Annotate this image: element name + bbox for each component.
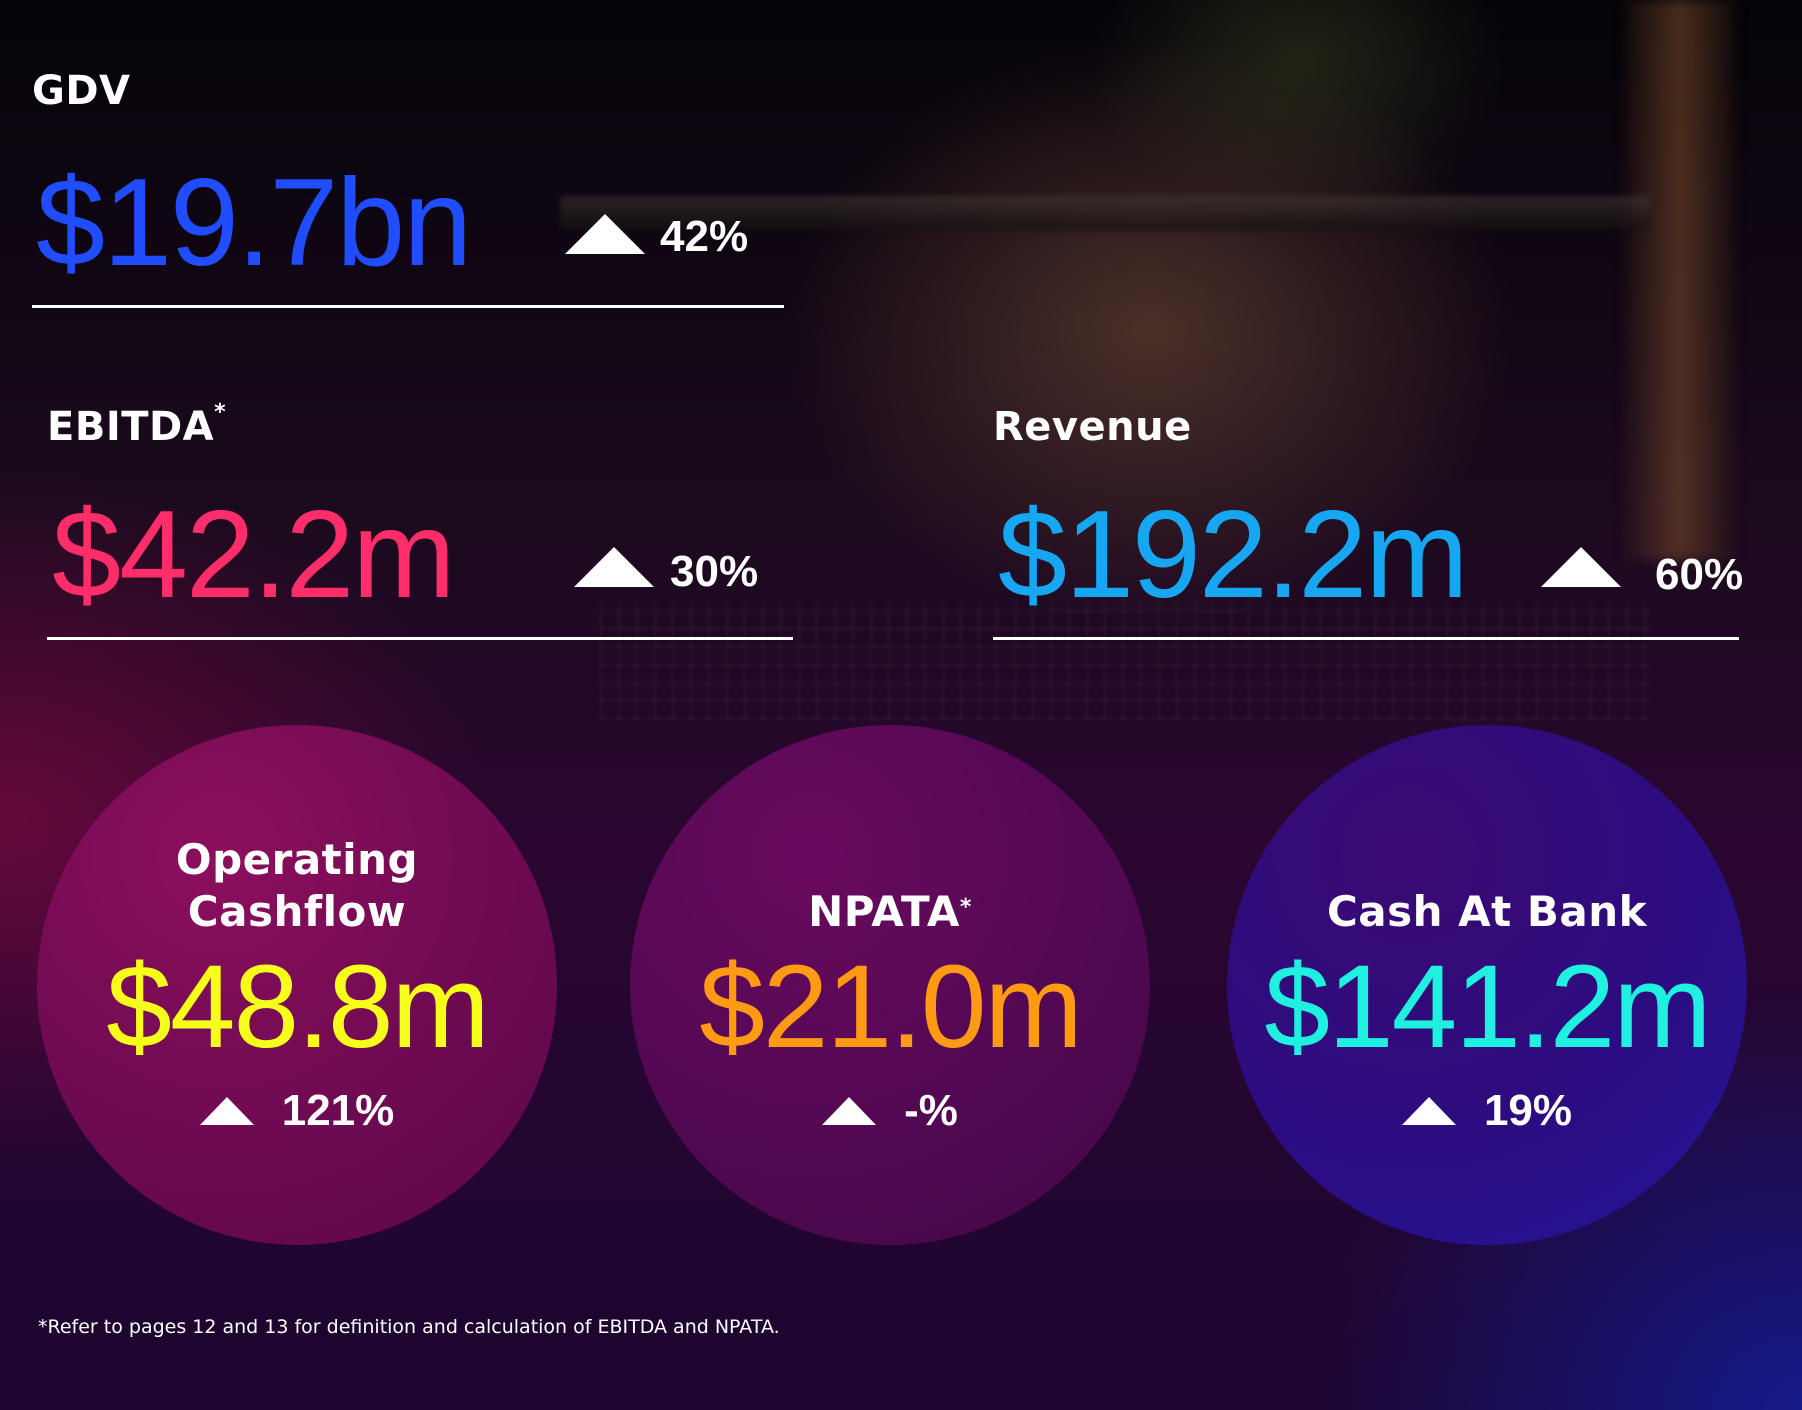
cash-at-bank-value: $141.2m <box>1264 941 1711 1073</box>
gdv-value: $19.7bn <box>36 154 472 292</box>
operating-cashflow-card: Operating Cashflow $48.8m 121% <box>37 725 557 1245</box>
revenue-change: 60% <box>1655 550 1744 599</box>
up-triangle-icon <box>1401 1097 1456 1125</box>
npata-change: -% <box>904 1086 958 1135</box>
gdv-divider <box>32 305 784 308</box>
operating-cashflow-value: $48.8m <box>106 941 490 1073</box>
up-triangle-icon <box>199 1097 254 1125</box>
ebitda-footnote-marker: * <box>214 400 227 425</box>
ebitda-label-text: EBITDA <box>47 404 215 450</box>
gdv-label: GDV <box>32 68 131 114</box>
background-post <box>1625 0 1735 560</box>
cash-at-bank-card: Cash At Bank $141.2m 19% <box>1227 725 1747 1245</box>
cash-at-bank-change: 19% <box>1483 1086 1573 1135</box>
revenue-label: Revenue <box>993 404 1192 450</box>
up-triangle-icon <box>574 547 654 587</box>
up-triangle-icon <box>822 1097 877 1125</box>
footnote: *Refer to pages 12 and 13 for definition… <box>38 1316 780 1338</box>
background-rail <box>560 196 1650 230</box>
up-triangle-icon <box>1541 547 1621 587</box>
revenue-value: $192.2m <box>998 486 1469 624</box>
revenue-divider <box>993 637 1739 640</box>
npata-label-text: NPATA <box>808 887 960 936</box>
background-mesh <box>600 600 1650 720</box>
ebitda-label: EBITDA* <box>47 400 226 450</box>
cash-at-bank-change-row: 19% <box>1401 1086 1573 1136</box>
cash-at-bank-label: Cash At Bank <box>1326 887 1648 936</box>
npata-change-row: -% <box>822 1086 958 1136</box>
gdv-change: 42% <box>660 212 749 261</box>
operating-cashflow-label-line2: Cashflow <box>187 887 407 936</box>
npata-label: NPATA* <box>808 886 972 938</box>
ebitda-value: $42.2m <box>52 486 456 624</box>
operating-cashflow-change: 121% <box>281 1086 395 1135</box>
ebitda-change: 30% <box>670 547 759 596</box>
npata-card: NPATA* $21.0m -% <box>630 725 1150 1245</box>
npata-value: $21.0m <box>699 941 1083 1073</box>
npata-footnote-marker: * <box>959 895 972 920</box>
operating-cashflow-change-row: 121% <box>199 1086 395 1136</box>
up-triangle-icon <box>565 214 645 254</box>
ebitda-divider <box>47 637 793 640</box>
operating-cashflow-label-line1: Operating <box>175 835 419 884</box>
